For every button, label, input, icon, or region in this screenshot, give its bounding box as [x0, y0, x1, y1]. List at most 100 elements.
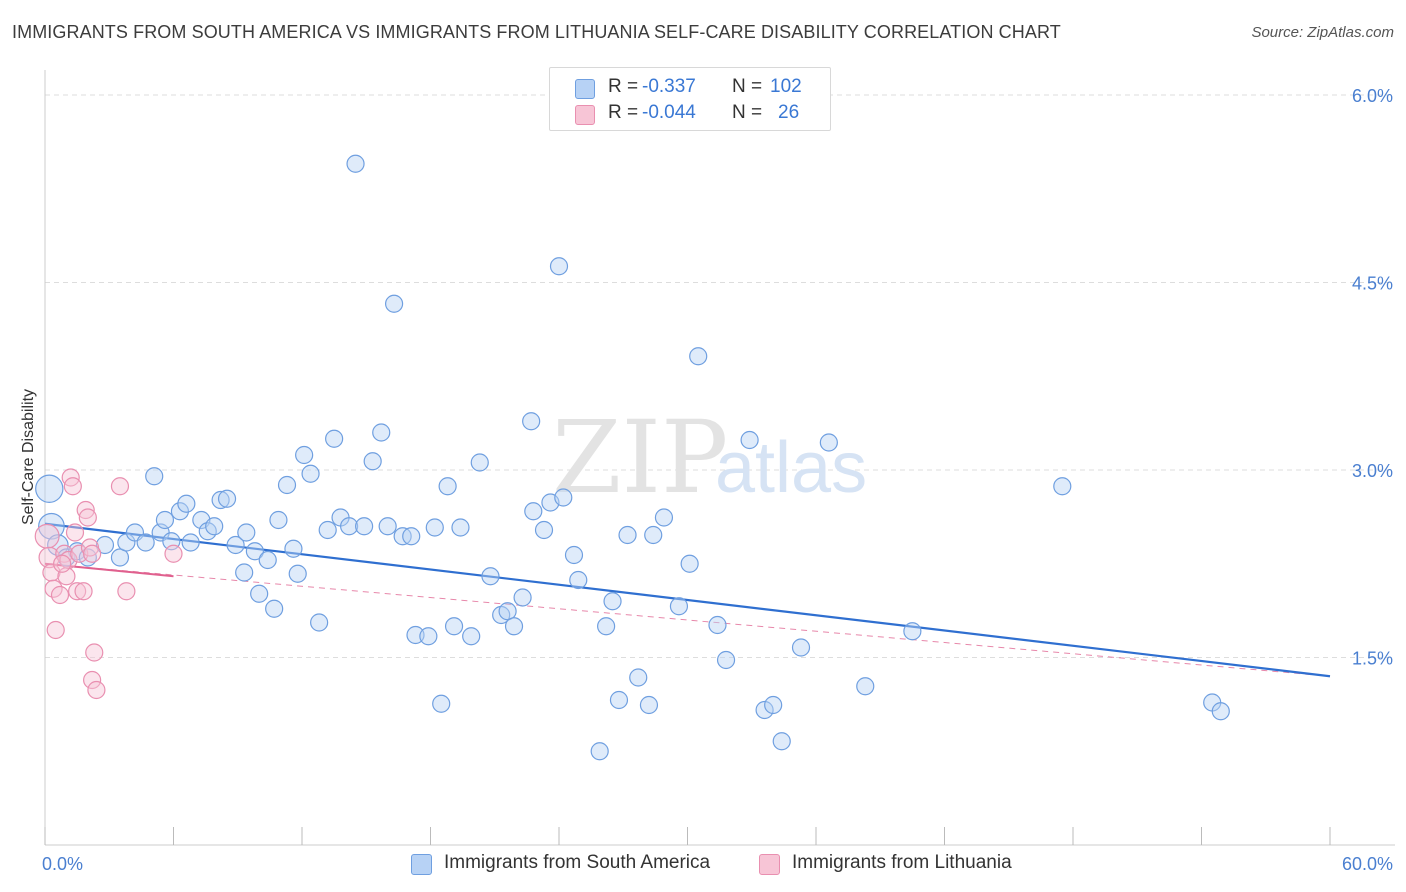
point-south-america — [444, 617, 464, 636]
point-south-america — [363, 452, 382, 471]
x-tick-label: 60.0% — [1342, 854, 1393, 874]
point-south-america — [38, 512, 65, 540]
legend-r-value: -0.337 — [642, 76, 696, 97]
point-lithuania — [78, 508, 97, 527]
point-lithuania — [85, 643, 104, 662]
point-south-america — [1053, 477, 1072, 496]
source-label: Source: ZipAtlas.com — [1251, 24, 1394, 41]
point-south-america — [534, 520, 554, 540]
point-south-america — [764, 695, 783, 715]
point-south-america — [325, 429, 344, 448]
point-south-america — [310, 613, 329, 632]
legend-r-value: -0.044 — [642, 102, 696, 123]
point-south-america — [301, 464, 320, 483]
legend-n-value: 102 — [770, 76, 802, 97]
point-south-america — [481, 567, 500, 586]
point-south-america — [689, 347, 708, 366]
point-south-america — [554, 488, 573, 507]
point-south-america — [504, 617, 524, 636]
bottom-legend-swatch-blue — [411, 854, 432, 875]
point-south-america — [654, 508, 674, 527]
point-lithuania — [87, 680, 106, 700]
point-south-america — [402, 527, 421, 546]
point-south-america — [791, 638, 811, 657]
y-tick-label: 3.0% — [1352, 461, 1393, 481]
point-south-america — [680, 554, 699, 573]
axes — [44, 70, 1395, 846]
point-south-america — [498, 602, 517, 621]
point-south-america — [419, 627, 438, 646]
point-south-america — [470, 453, 489, 472]
point-south-america — [772, 732, 791, 751]
point-south-america — [318, 520, 337, 540]
point-south-america — [250, 584, 269, 603]
point-lithuania — [74, 582, 93, 601]
point-south-america — [513, 588, 532, 607]
legend-n-value: 26 — [778, 102, 800, 123]
point-south-america — [524, 502, 543, 521]
point-south-america — [629, 668, 648, 687]
point-south-america — [603, 592, 622, 611]
point-south-america — [177, 494, 196, 513]
point-south-america — [346, 154, 365, 173]
legend-r-label: R = — [608, 76, 639, 97]
y-tick-label: 1.5% — [1352, 649, 1393, 669]
point-lithuania — [110, 477, 130, 496]
point-south-america — [903, 622, 922, 641]
point-lithuania — [76, 500, 95, 520]
point-south-america — [245, 542, 264, 561]
point-south-america — [708, 615, 727, 635]
point-south-america — [136, 533, 155, 552]
point-lithuania — [164, 544, 183, 563]
point-south-america — [597, 617, 616, 636]
bottom-legend-swatch-pink — [759, 854, 780, 875]
point-south-america — [288, 564, 307, 583]
point-south-america — [716, 650, 736, 670]
point-south-america — [451, 518, 470, 537]
point-south-america — [181, 533, 200, 552]
x-tick-label: 0.0% — [42, 854, 83, 874]
point-south-america — [819, 433, 838, 452]
trend-line-south-america — [44, 522, 1331, 678]
point-lithuania — [83, 670, 102, 690]
point-south-america — [425, 518, 444, 537]
point-south-america — [432, 694, 451, 713]
point-south-america — [145, 467, 164, 486]
point-south-america — [755, 700, 774, 720]
point-south-america — [258, 550, 277, 570]
point-south-america — [669, 597, 689, 616]
y-axis-label: Self-Care Disability — [20, 389, 37, 525]
legend-r-label: R = — [608, 102, 639, 123]
point-south-america — [1211, 702, 1230, 721]
point-south-america — [155, 510, 175, 530]
point-south-america — [211, 490, 230, 510]
point-south-america — [284, 539, 303, 558]
point-lithuania — [65, 523, 85, 542]
point-south-america — [856, 677, 875, 696]
y-tick-label: 4.5% — [1352, 274, 1393, 294]
point-lithuania — [70, 544, 89, 563]
watermark-atlas: atlas — [715, 428, 867, 508]
bottom-legend-label: Immigrants from Lithuania — [792, 852, 1012, 873]
correlation-legend: R = -0.337 N = 102 R = -0.044 N = 26 — [549, 67, 831, 131]
point-south-america — [740, 430, 759, 450]
legend-n-label: N = — [732, 102, 763, 123]
point-south-america — [110, 548, 130, 567]
trend-line-lithuania-extended — [44, 563, 1331, 677]
point-south-america — [462, 627, 481, 646]
point-south-america — [522, 412, 541, 431]
point-lithuania — [53, 554, 72, 573]
point-south-america — [269, 510, 288, 530]
point-south-america — [406, 625, 425, 645]
point-south-america — [235, 563, 254, 582]
point-south-america — [644, 525, 663, 545]
legend-swatch-pink — [575, 105, 595, 125]
point-lithuania — [46, 620, 65, 640]
point-lithuania — [38, 546, 61, 569]
watermark: ZIP atlas — [552, 399, 867, 516]
point-south-america — [549, 257, 569, 276]
point-south-america — [205, 517, 224, 536]
point-south-america — [277, 475, 297, 495]
y-tick-label: 6.0% — [1352, 86, 1393, 106]
